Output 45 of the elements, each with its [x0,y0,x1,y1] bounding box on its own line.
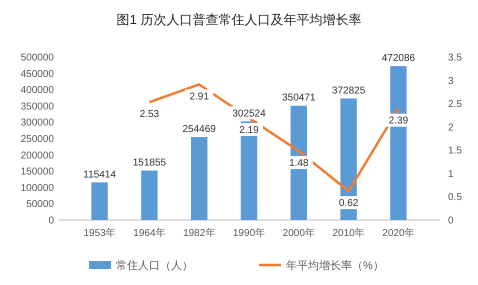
data-label: 0.62 [338,198,359,210]
y-tick-label: 100000 [20,182,54,194]
data-label: 254469 [182,124,216,136]
y2-tick-label: 2.5 [448,99,462,110]
data-label: 1.48 [289,158,309,170]
y-tick-label: 250000 [20,134,54,145]
legend-label: 常住人口（人） [116,258,193,272]
y2-tick-label: 0 [448,216,454,226]
data-label: 302524 [232,108,266,120]
y-tick-label: 400000 [20,85,54,96]
data-label: 372825 [332,85,366,96]
x-tick-label: 1990年 [232,227,266,239]
y-tick-label: 300000 [20,118,54,129]
data-label: 151855 [132,157,167,168]
y2-tick-label: 2 [448,122,454,134]
y-tick-label: 350000 [20,101,54,112]
y2-tick-label: 1 [448,168,454,180]
x-tick-label: 1964年 [133,227,166,239]
chart-title: 图1 历次人口普查常住人口及年平均增长率 [116,12,362,27]
y2-tick-label: 3 [448,76,454,87]
bar [190,137,208,220]
x-tick-label: 2000年 [282,227,315,239]
x-tick-label: 2010年 [332,227,365,239]
data-label: 472086 [382,53,416,64]
y2-tick-label: 0.5 [448,192,462,204]
legend-label: 年平均增长率（%） [286,258,384,272]
x-tick-label: 1982年 [183,227,216,239]
y-tick-label: 500000 [20,52,54,64]
data-label: 2.19 [239,125,260,136]
data-label: 2.53 [140,109,160,120]
y-tick-label: 0 [48,216,54,226]
y-tick-label: 450000 [20,68,54,80]
y2-tick-label: 3.5 [448,52,462,64]
y-tick-label: 150000 [20,166,54,178]
y-tick-label: 200000 [20,150,54,162]
bar [141,170,158,220]
data-label: 350471 [282,92,316,104]
data-label: 115414 [83,169,116,180]
bar [91,182,108,220]
data-label: 2.39 [388,116,409,127]
y-tick-label: 50000 [26,199,54,210]
data-label: 2.91 [189,91,210,102]
y2-tick-label: 1.5 [448,146,462,157]
x-tick-label: 2020年 [382,227,415,239]
x-tick-label: 1953年 [83,227,116,239]
